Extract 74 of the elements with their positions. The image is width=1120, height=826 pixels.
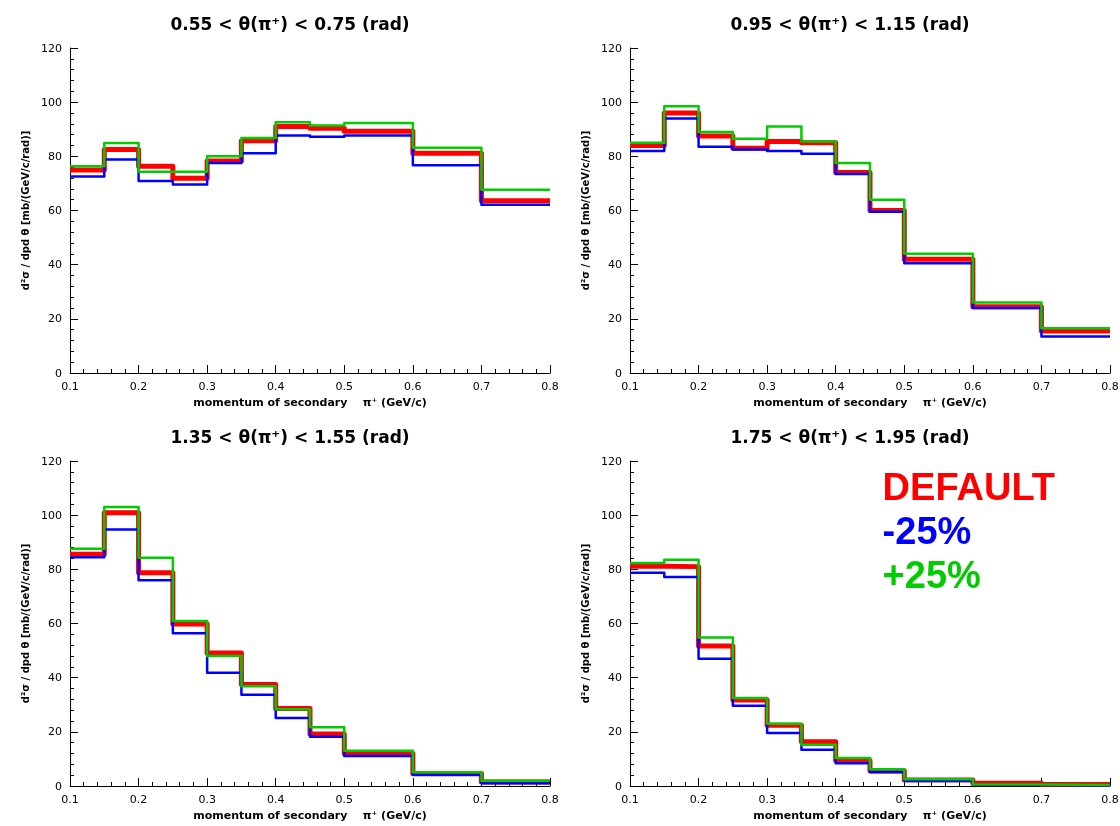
- x-tick-label: 0.6: [404, 793, 422, 806]
- x-tick-label: 0.8: [541, 793, 559, 806]
- y-tick-label: 0: [615, 779, 622, 793]
- y-tick-label: 120: [41, 454, 62, 468]
- y-tick-label: 120: [601, 454, 622, 468]
- chart-title: 1.75 < θ(π⁺) < 1.95 (rad): [730, 426, 970, 447]
- y-tick-label: 20: [48, 312, 62, 326]
- x-axis-title: momentum of secondary π⁺ (GeV/c): [753, 808, 987, 822]
- y-tick-label: 20: [608, 725, 622, 739]
- y-tick-label: 100: [601, 508, 622, 522]
- y-tick-label: 40: [608, 671, 622, 685]
- chart-title: 0.55 < θ(π⁺) < 0.75 (rad): [170, 13, 410, 34]
- y-tick-label: 100: [601, 95, 622, 109]
- x-tick-label: 0.5: [335, 380, 354, 393]
- x-tick-label: 0.8: [1101, 380, 1119, 393]
- x-tick-label: 0.5: [335, 793, 354, 806]
- y-tick-label: 60: [48, 204, 62, 217]
- chart-title: 1.35 < θ(π⁺) < 1.55 (rad): [170, 426, 410, 447]
- x-tick-label: 0.4: [266, 380, 285, 393]
- x-tick-label: 0.8: [541, 380, 559, 393]
- text: DEFAULT: [882, 466, 1056, 508]
- x-tick-label: 0.7: [472, 793, 491, 806]
- y-tick-label: 80: [608, 562, 622, 576]
- x-tick-label: 0.3: [198, 380, 216, 393]
- y-tick-label: 0: [55, 366, 62, 380]
- x-tick-label: 0.1: [621, 793, 639, 806]
- x-tick-label: 0.2: [689, 793, 708, 806]
- y-tick-label: 20: [608, 312, 622, 326]
- x-tick-label: 0.4: [266, 793, 285, 806]
- x-tick-label: 0.7: [472, 380, 491, 393]
- x-tick-label: 0.6: [964, 793, 982, 806]
- x-tick-label: 0.1: [621, 380, 639, 393]
- y-tick-label: 120: [41, 41, 62, 55]
- x-tick-label: 0.4: [826, 380, 845, 393]
- x-tick-label: 0.1: [61, 380, 79, 393]
- y-tick-label: 60: [608, 204, 622, 217]
- x-axis-title: momentum of secondary π⁺ (GeV/c): [193, 808, 427, 822]
- x-tick-label: 0.3: [758, 380, 776, 393]
- y-axis-title: d²σ / dpd θ [mb/(GeV/c/rad)]: [579, 130, 591, 291]
- x-tick-label: 0.5: [895, 380, 914, 393]
- x-tick-label: 0.8: [1101, 793, 1119, 806]
- x-tick-label: 0.6: [964, 380, 982, 393]
- x-tick-label: 0.3: [758, 793, 776, 806]
- chart-title: 0.95 < θ(π⁺) < 1.15 (rad): [730, 13, 970, 34]
- y-tick-label: 0: [615, 366, 622, 380]
- y-axis-title: d²σ / dpd θ [mb/(GeV/c/rad)]: [19, 130, 31, 291]
- x-axis-title: momentum of secondary π⁺ (GeV/c): [193, 395, 427, 409]
- x-axis-title: momentum of secondary π⁺ (GeV/c): [753, 395, 987, 409]
- y-tick-label: 0: [55, 779, 62, 793]
- x-tick-label: 0.3: [198, 793, 216, 806]
- y-tick-label: 80: [48, 149, 62, 163]
- y-tick-label: 80: [608, 149, 622, 163]
- x-tick-label: 0.1: [61, 793, 79, 806]
- x-tick-label: 0.4: [826, 793, 845, 806]
- x-tick-label: 0.6: [404, 380, 422, 393]
- y-tick-label: 100: [41, 508, 62, 522]
- x-tick-label: 0.5: [895, 793, 914, 806]
- x-tick-label: 0.7: [1032, 793, 1051, 806]
- y-tick-label: 40: [608, 258, 622, 272]
- y-tick-label: 80: [48, 562, 62, 576]
- x-tick-label: 0.7: [1032, 380, 1051, 393]
- y-tick-label: 60: [608, 617, 622, 630]
- text: -25%: [882, 510, 972, 552]
- y-axis-title: d²σ / dpd θ [mb/(GeV/c/rad)]: [579, 543, 591, 704]
- y-tick-label: 100: [41, 95, 62, 109]
- x-tick-label: 0.2: [129, 793, 148, 806]
- x-tick-label: 0.2: [129, 380, 148, 393]
- y-axis-title: d²σ / dpd θ [mb/(GeV/c/rad)]: [19, 543, 31, 704]
- y-tick-label: 40: [48, 258, 62, 272]
- y-tick-label: 120: [601, 41, 622, 55]
- y-tick-label: 20: [48, 725, 62, 739]
- y-tick-label: 60: [48, 617, 62, 630]
- x-tick-label: 0.2: [689, 380, 708, 393]
- y-tick-label: 40: [48, 671, 62, 685]
